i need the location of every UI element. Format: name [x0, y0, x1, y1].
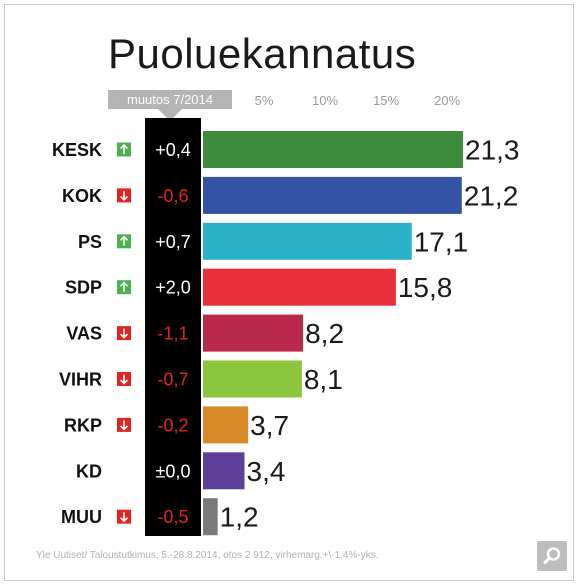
- bar: [203, 176, 462, 214]
- arrow-up-icon: [117, 280, 131, 295]
- bar: [203, 452, 245, 490]
- arrow-down-icon: [117, 326, 131, 341]
- party-label: KOK: [62, 186, 102, 206]
- chart-title: Puoluekannatus: [108, 30, 417, 77]
- bar-row: KD ±0,0 3,4: [76, 452, 286, 490]
- party-label: VIHR: [59, 370, 102, 390]
- bar: [203, 360, 302, 398]
- tick-label: 10%: [312, 93, 338, 108]
- value-label: 8,2: [305, 318, 344, 349]
- bar-row: PS +0,7 17,1: [78, 222, 469, 260]
- bar-row: VIHR -0,7 8,1: [59, 360, 343, 398]
- bar-row: VAS -1,1 8,2: [66, 314, 344, 352]
- change-column-background: [145, 118, 201, 536]
- bar-row: MUU -0,5 1,2: [61, 498, 259, 536]
- arrow-down-icon: [117, 417, 131, 432]
- tick-labels: 5% 10% 15% 20%: [255, 93, 461, 108]
- change-header-label: muutos 7/2014: [108, 90, 232, 109]
- value-label: 3,7: [250, 410, 289, 441]
- value-label: 8,1: [304, 364, 343, 395]
- value-label: 21,3: [465, 135, 520, 166]
- bar: [203, 268, 396, 306]
- bar: [203, 131, 463, 168]
- zoom-button[interactable]: [537, 541, 567, 571]
- change-value: -0,5: [157, 507, 188, 527]
- party-label: KESK: [52, 140, 102, 160]
- bar-rows: KESK +0,4 21,3 KOK -0,6 21,2 PS +0,7 17,1 SDP +2,0…: [52, 131, 520, 536]
- change-value: ±0,0: [156, 461, 191, 481]
- change-value: +0,7: [155, 232, 191, 252]
- change-value: +0,4: [155, 140, 191, 160]
- value-label: 21,2: [464, 180, 519, 211]
- bar-row: SDP +2,0 15,8: [65, 268, 453, 306]
- change-value: -0,6: [157, 186, 188, 206]
- arrow-down-icon: [117, 509, 131, 524]
- bar-row: RKP -0,2 3,7: [64, 406, 289, 444]
- tick-label: 20%: [434, 93, 460, 108]
- bar: [203, 406, 249, 444]
- arrow-down-icon: [117, 188, 131, 203]
- value-label: 3,4: [247, 456, 286, 487]
- party-label: KD: [76, 461, 102, 481]
- bar-row: KESK +0,4 21,3: [52, 131, 520, 168]
- party-label: RKP: [64, 415, 102, 435]
- change-value: -1,1: [157, 324, 188, 344]
- magnifier-icon: [543, 547, 561, 564]
- value-label: 15,8: [398, 272, 453, 303]
- arrow-down-icon: [117, 372, 131, 386]
- arrow-up-icon: [117, 234, 131, 249]
- value-label: 1,2: [220, 502, 259, 533]
- party-label: SDP: [65, 278, 102, 298]
- party-label: MUU: [61, 507, 102, 527]
- change-value: -0,7: [157, 370, 188, 390]
- party-label: PS: [78, 232, 102, 252]
- source-note: Yle Uutiset/ Taloustutkimus, 5.-28.8.201…: [36, 550, 379, 561]
- bar-row: KOK -0,6 21,2: [62, 176, 519, 214]
- change-value: +2,0: [155, 278, 191, 298]
- value-label: 17,1: [414, 226, 469, 257]
- tick-label: 15%: [373, 93, 399, 108]
- party-label: VAS: [66, 324, 102, 344]
- arrow-up-icon: [117, 142, 131, 157]
- bar: [203, 314, 304, 352]
- bar: [203, 222, 412, 260]
- bar: [203, 498, 218, 536]
- tick-label: 5%: [255, 93, 274, 108]
- change-value: -0,2: [157, 415, 188, 435]
